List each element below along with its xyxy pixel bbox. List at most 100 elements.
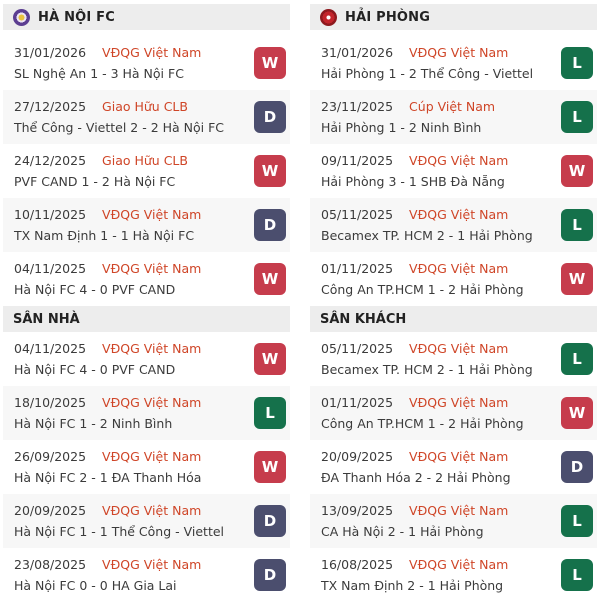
match-meta: 24/12/2025 Giao Hữu CLB <box>14 153 248 168</box>
team-name: HẢI PHÒNG <box>345 9 431 25</box>
match-competition[interactable]: VĐQG Việt Nam <box>102 45 202 60</box>
match-date: 18/10/2025 <box>14 395 87 410</box>
match-meta: 18/10/2025 VĐQG Việt Nam <box>14 395 248 410</box>
match-date: 23/11/2025 <box>321 99 394 114</box>
match-date: 20/09/2025 <box>321 449 394 464</box>
match-row[interactable]: 05/11/2025 VĐQG Việt Nam Becamex TP. HCM… <box>310 332 597 386</box>
team-header: HÀ NỘI FC <box>3 4 290 30</box>
result-badge: L <box>561 47 593 79</box>
ha-noi-fc-crest-icon <box>13 8 30 26</box>
match-competition[interactable]: VĐQG Việt Nam <box>409 341 509 356</box>
match-score: Hải Phòng 1 - 2 Ninh Bình <box>321 120 482 135</box>
match-competition[interactable]: VĐQG Việt Nam <box>102 557 202 572</box>
team-name: HÀ NỘI FC <box>38 9 115 25</box>
match-date: 04/11/2025 <box>14 261 87 276</box>
match-meta: 13/09/2025 VĐQG Việt Nam <box>321 503 555 518</box>
result-badge: D <box>254 101 286 133</box>
match-score: Hà Nội FC 4 - 0 PVF CAND <box>14 362 176 377</box>
match-score: CA Hà Nội 2 - 1 Hải Phòng <box>321 524 484 539</box>
match-competition[interactable]: VĐQG Việt Nam <box>409 395 509 410</box>
match-row[interactable]: 13/09/2025 VĐQG Việt Nam CA Hà Nội 2 - 1… <box>310 494 597 548</box>
match-score: Becamex TP. HCM 2 - 1 Hải Phòng <box>321 228 533 243</box>
match-row[interactable]: 20/09/2025 VĐQG Việt Nam ĐA Thanh Hóa 2 … <box>310 440 597 494</box>
match-competition[interactable]: VĐQG Việt Nam <box>409 503 509 518</box>
match-meta: 05/11/2025 VĐQG Việt Nam <box>321 341 555 356</box>
section-header-home: SÂN NHÀ <box>3 306 290 332</box>
section-header-away: SÂN KHÁCH <box>310 306 597 332</box>
match-date: 24/12/2025 <box>14 153 87 168</box>
result-badge: L <box>561 505 593 537</box>
match-row[interactable]: 01/11/2025 VĐQG Việt Nam Công An TP.HCM … <box>310 386 597 440</box>
match-row[interactable]: 18/10/2025 VĐQG Việt Nam Hà Nội FC 1 - 2… <box>3 386 290 440</box>
match-date: 23/08/2025 <box>14 557 87 572</box>
match-competition[interactable]: Giao Hữu CLB <box>102 99 188 114</box>
match-row[interactable]: 09/11/2025 VĐQG Việt Nam Hải Phòng 3 - 1… <box>310 144 597 198</box>
team-column-hai-phong: HẢI PHÒNG 31/01/2026 VĐQG Việt Nam Hải P… <box>310 4 597 602</box>
match-competition[interactable]: VĐQG Việt Nam <box>102 395 202 410</box>
match-competition[interactable]: VĐQG Việt Nam <box>409 153 509 168</box>
match-date: 27/12/2025 <box>14 99 87 114</box>
team-column-ha-noi-fc: HÀ NỘI FC 31/01/2026 VĐQG Việt Nam SL Ng… <box>3 4 290 602</box>
match-date: 31/01/2026 <box>321 45 394 60</box>
match-row[interactable]: 23/08/2025 VĐQG Việt Nam Hà Nội FC 0 - 0… <box>3 548 290 602</box>
match-date: 13/09/2025 <box>321 503 394 518</box>
match-meta: 09/11/2025 VĐQG Việt Nam <box>321 153 555 168</box>
match-competition[interactable]: VĐQG Việt Nam <box>409 207 509 222</box>
match-row[interactable]: 31/01/2026 VĐQG Việt Nam Hải Phòng 1 - 2… <box>310 36 597 90</box>
result-badge: L <box>561 209 593 241</box>
match-row[interactable]: 31/01/2026 VĐQG Việt Nam SL Nghệ An 1 - … <box>3 36 290 90</box>
result-badge: D <box>254 209 286 241</box>
result-badge: W <box>254 451 286 483</box>
match-row[interactable]: 01/11/2025 VĐQG Việt Nam Công An TP.HCM … <box>310 252 597 306</box>
match-row[interactable]: 10/11/2025 VĐQG Việt Nam TX Nam Định 1 -… <box>3 198 290 252</box>
match-date: 31/01/2026 <box>14 45 87 60</box>
match-score: Công An TP.HCM 1 - 2 Hải Phòng <box>321 282 524 297</box>
match-competition[interactable]: VĐQG Việt Nam <box>409 449 509 464</box>
result-badge: W <box>254 155 286 187</box>
match-row[interactable]: 26/09/2025 VĐQG Việt Nam Hà Nội FC 2 - 1… <box>3 440 290 494</box>
match-row[interactable]: 04/11/2025 VĐQG Việt Nam Hà Nội FC 4 - 0… <box>3 332 290 386</box>
match-date: 26/09/2025 <box>14 449 87 464</box>
match-date: 09/11/2025 <box>321 153 394 168</box>
match-score: Thể Công - Viettel 2 - 2 Hà Nội FC <box>14 120 225 135</box>
match-competition[interactable]: VĐQG Việt Nam <box>409 261 509 276</box>
match-row[interactable]: 16/08/2025 VĐQG Việt Nam TX Nam Định 2 -… <box>310 548 597 602</box>
result-badge: W <box>561 155 593 187</box>
match-meta: 31/01/2026 VĐQG Việt Nam <box>321 45 555 60</box>
match-competition[interactable]: Cúp Việt Nam <box>409 99 496 114</box>
match-meta: 01/11/2025 VĐQG Việt Nam <box>321 395 555 410</box>
match-competition[interactable]: VĐQG Việt Nam <box>409 45 509 60</box>
match-competition[interactable]: VĐQG Việt Nam <box>102 341 202 356</box>
match-competition[interactable]: VĐQG Việt Nam <box>102 207 202 222</box>
match-score: Hà Nội FC 1 - 2 Ninh Bình <box>14 416 173 431</box>
match-meta: 01/11/2025 VĐQG Việt Nam <box>321 261 555 276</box>
match-row[interactable]: 04/11/2025 VĐQG Việt Nam Hà Nội FC 4 - 0… <box>3 252 290 306</box>
match-competition[interactable]: Giao Hữu CLB <box>102 153 188 168</box>
match-row[interactable]: 24/12/2025 Giao Hữu CLB PVF CAND 1 - 2 H… <box>3 144 290 198</box>
match-date: 01/11/2025 <box>321 395 394 410</box>
match-meta: 10/11/2025 VĐQG Việt Nam <box>14 207 248 222</box>
match-row[interactable]: 05/11/2025 VĐQG Việt Nam Becamex TP. HCM… <box>310 198 597 252</box>
match-meta: 27/12/2025 Giao Hữu CLB <box>14 99 248 114</box>
match-row[interactable]: 23/11/2025 Cúp Việt Nam Hải Phòng 1 - 2 … <box>310 90 597 144</box>
match-score: PVF CAND 1 - 2 Hà Nội FC <box>14 174 176 189</box>
match-score: Hà Nội FC 4 - 0 PVF CAND <box>14 282 176 297</box>
match-meta: 31/01/2026 VĐQG Việt Nam <box>14 45 248 60</box>
match-score: SL Nghệ An 1 - 3 Hà Nội FC <box>14 66 184 81</box>
match-meta: 26/09/2025 VĐQG Việt Nam <box>14 449 248 464</box>
match-meta: 05/11/2025 VĐQG Việt Nam <box>321 207 555 222</box>
match-score: Hà Nội FC 0 - 0 HA Gia Lai <box>14 578 177 593</box>
result-badge: D <box>254 559 286 591</box>
hai-phong-crest-icon <box>320 8 337 26</box>
match-competition[interactable]: VĐQG Việt Nam <box>102 449 202 464</box>
result-badge: W <box>254 47 286 79</box>
match-competition[interactable]: VĐQG Việt Nam <box>102 503 202 518</box>
match-row[interactable]: 27/12/2025 Giao Hữu CLB Thể Công - Viett… <box>3 90 290 144</box>
match-score: Hà Nội FC 2 - 1 ĐA Thanh Hóa <box>14 470 202 485</box>
match-row[interactable]: 20/09/2025 VĐQG Việt Nam Hà Nội FC 1 - 1… <box>3 494 290 548</box>
match-competition[interactable]: VĐQG Việt Nam <box>409 557 509 572</box>
match-date: 05/11/2025 <box>321 207 394 222</box>
match-competition[interactable]: VĐQG Việt Nam <box>102 261 202 276</box>
result-badge: W <box>561 263 593 295</box>
